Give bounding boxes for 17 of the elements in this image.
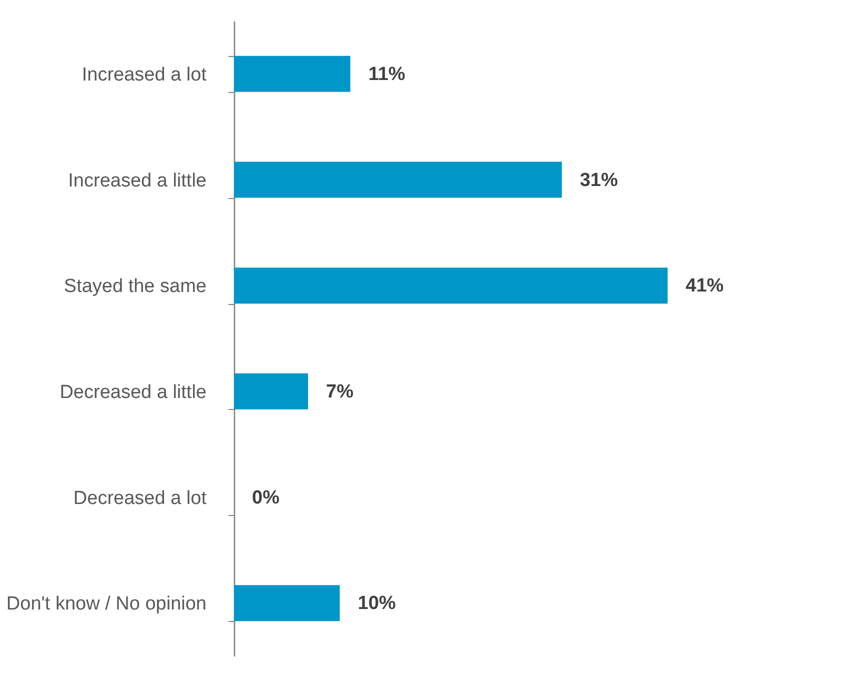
data-label: 10% — [358, 593, 396, 614]
bar — [234, 373, 308, 410]
y-tick-label: Stayed the same — [64, 276, 206, 298]
data-label: 31% — [580, 170, 618, 191]
y-tick-label: Increased a little — [68, 170, 206, 192]
y-tick-label: Increased a lot — [82, 64, 208, 86]
data-label: 7% — [326, 381, 354, 402]
y-tick-label: Decreased a little — [60, 382, 206, 403]
data-label: 41% — [686, 276, 724, 297]
y-tick-label: Decreased a lot — [73, 488, 208, 509]
y-tick-label: Don't know / No opinion — [6, 594, 206, 615]
bar — [234, 162, 562, 198]
data-label: 0% — [252, 487, 280, 508]
bar — [234, 56, 350, 92]
bar — [234, 585, 340, 622]
bar — [234, 268, 668, 304]
data-label: 11% — [368, 64, 406, 85]
